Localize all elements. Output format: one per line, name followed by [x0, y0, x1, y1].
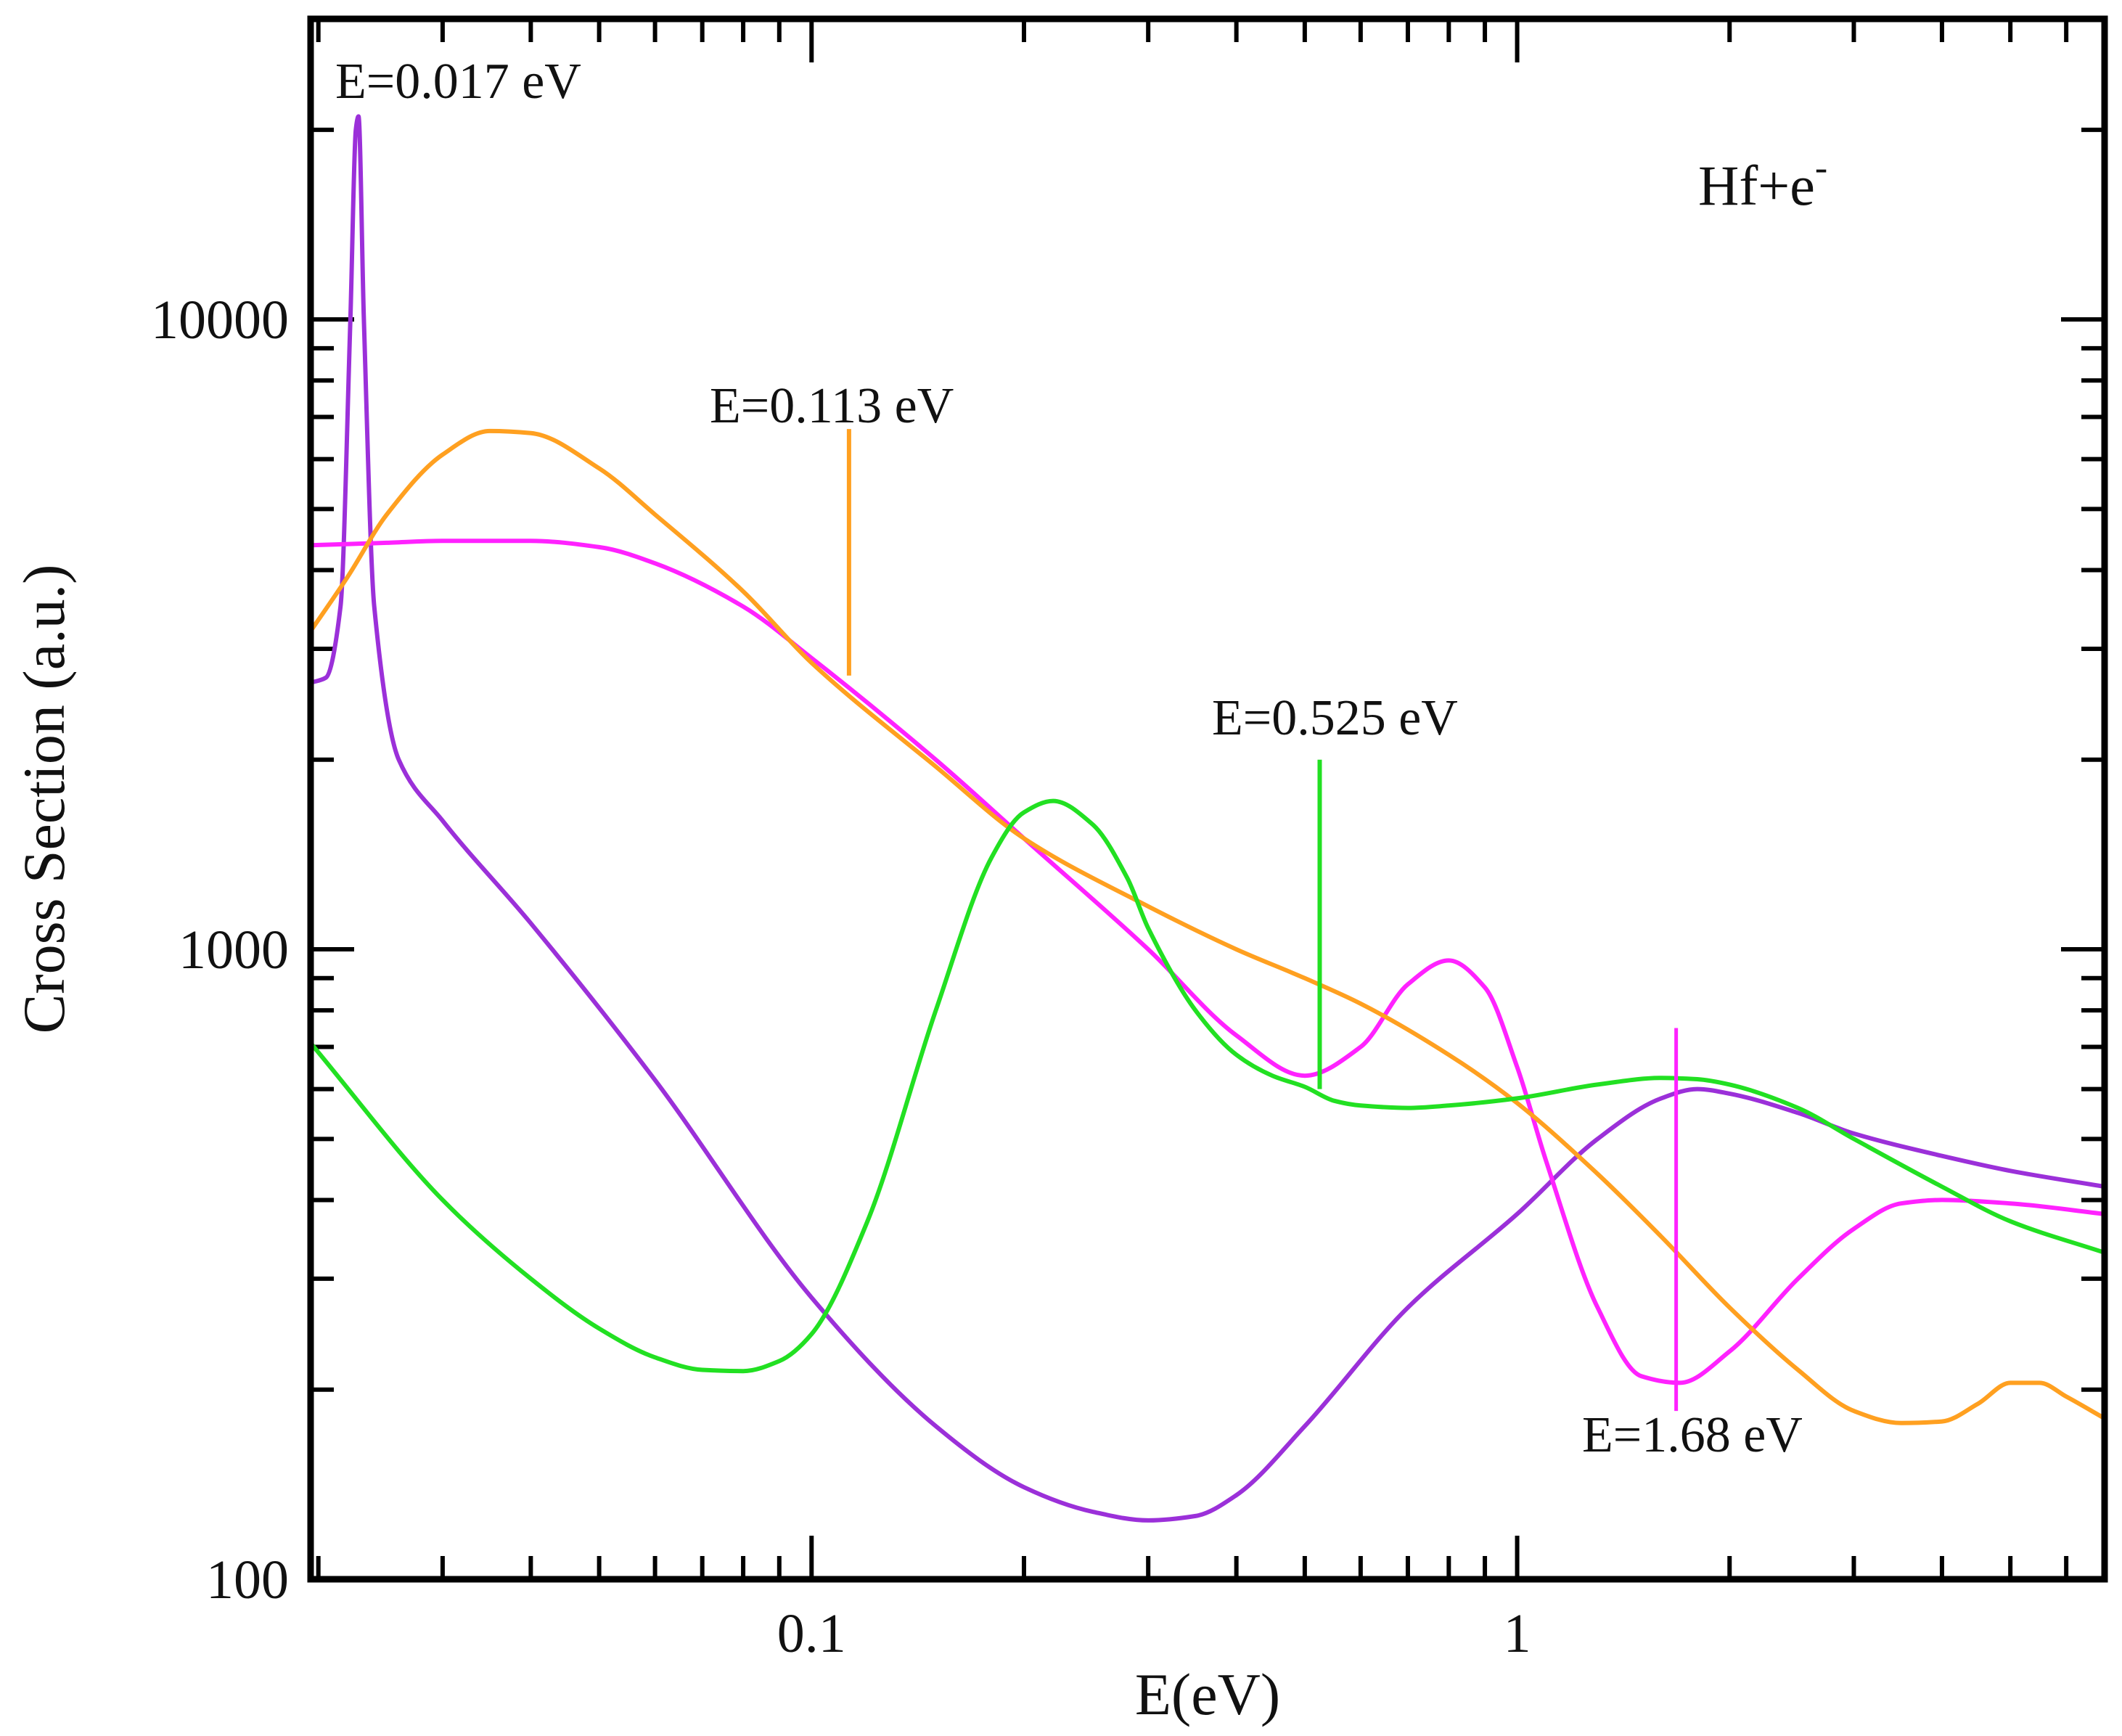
annotation-label: E=0.525 eV: [1212, 690, 1458, 746]
y-axis-title: Cross Section (a.u.): [11, 565, 77, 1034]
annotation-label: E=0.017 eV: [335, 54, 581, 110]
resonance-annotations: E=0.017 eV E=0.113 eV E=0.525 eV E=1.68 eV: [335, 54, 1803, 1463]
series-line-3: [311, 428, 2105, 1425]
series-line-4: [311, 798, 2105, 1374]
series-line-2: [311, 539, 2105, 1385]
annotation-label: E=1.68 eV: [1582, 1407, 1803, 1463]
y-tick-labels: 100 1000 10000: [151, 290, 289, 1610]
system-label-superscript: -: [1815, 147, 1827, 189]
axis-ticks: [311, 17, 2105, 1581]
series-lines: [311, 114, 2105, 1523]
series-line-1: [311, 114, 2105, 1523]
x-tick-labels: 0.1 1: [777, 1603, 1531, 1664]
x-tick-label: 0.1: [777, 1603, 846, 1664]
y-tick-label: 1000: [179, 920, 289, 980]
system-label-base: Hf+e: [1698, 154, 1815, 217]
x-axis-title: E(eV): [1135, 1661, 1280, 1727]
annotation-label: E=0.113 eV: [710, 378, 954, 434]
y-tick-label: 10000: [151, 290, 289, 351]
x-tick-label: 1: [1504, 1603, 1531, 1664]
resonance-markers: [846, 429, 1679, 1412]
y-tick-label: 100: [206, 1549, 289, 1610]
system-label: Hf+e-: [1698, 147, 1827, 217]
plot-frame: [307, 15, 2108, 1583]
